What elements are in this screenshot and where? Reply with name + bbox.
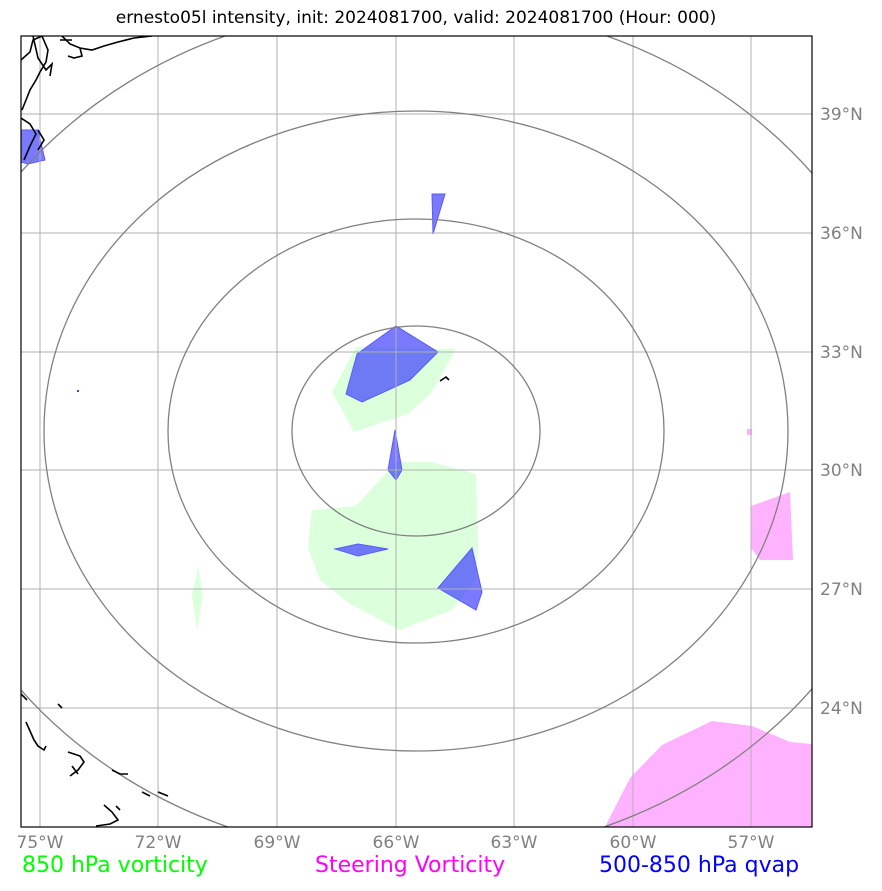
lat-tick-label: 33°N — [820, 343, 863, 363]
vort850-patch-west — [192, 566, 203, 630]
lon-tick-label: 60°W — [610, 833, 657, 853]
steering-vorticity-layer — [605, 429, 812, 827]
coastlines — [21, 36, 450, 827]
qvap-patch-northwest-corner — [21, 129, 46, 165]
qvap-patch-southwest — [333, 543, 389, 557]
plot-frame — [20, 35, 813, 828]
lat-tick-labels: 39°N 36°N 33°N 30°N 27°N 24°N — [820, 105, 863, 719]
legend-850-vorticity: 850 hPa vorticity — [22, 853, 208, 878]
qvap-patch-north-thin — [431, 193, 446, 235]
qvap-layer — [21, 129, 483, 611]
lon-tick-label: 72°W — [135, 833, 182, 853]
lat-tick-label: 39°N — [820, 105, 863, 125]
lon-tick-label: 66°W — [373, 833, 420, 853]
range-ring-2 — [167, 218, 665, 644]
coastline-northeast-us — [21, 36, 153, 161]
steering-vorticity-patch-east — [751, 492, 793, 560]
range-ring-3 — [43, 110, 789, 752]
steering-vorticity-speck — [747, 429, 752, 435]
steering-vorticity-patch-southeast — [605, 721, 812, 827]
range-ring-1 — [291, 325, 541, 537]
qvap-patch-southeast — [437, 546, 483, 611]
vort850-patch-south — [308, 462, 478, 630]
lat-tick-label: 30°N — [820, 461, 863, 481]
gridlines — [21, 36, 812, 827]
lat-tick-label: 27°N — [820, 580, 863, 600]
vort850-layer — [192, 347, 478, 630]
lat-tick-label: 24°N — [820, 699, 863, 719]
qvap-patch-center — [387, 429, 403, 481]
range-rings — [21, 36, 812, 827]
lon-tick-label: 69°W — [254, 833, 301, 853]
legend-qvap: 500-850 hPa qvap — [599, 853, 800, 878]
qvap-speck-west — [77, 390, 79, 392]
legend-steering-vorticity: Steering Vorticity — [315, 853, 506, 878]
lon-tick-labels: 75°W 72°W 69°W 66°W 63°W 60°W 57°W — [17, 833, 775, 853]
coastline-bermuda — [439, 375, 450, 382]
coastline-bahamas — [21, 693, 169, 827]
map-title: ernesto05l intensity, init: 2024081700, … — [115, 8, 717, 28]
lon-tick-label: 57°W — [728, 833, 775, 853]
lon-tick-label: 63°W — [491, 833, 538, 853]
lat-tick-label: 36°N — [820, 224, 863, 244]
lon-tick-label: 75°W — [17, 833, 64, 853]
